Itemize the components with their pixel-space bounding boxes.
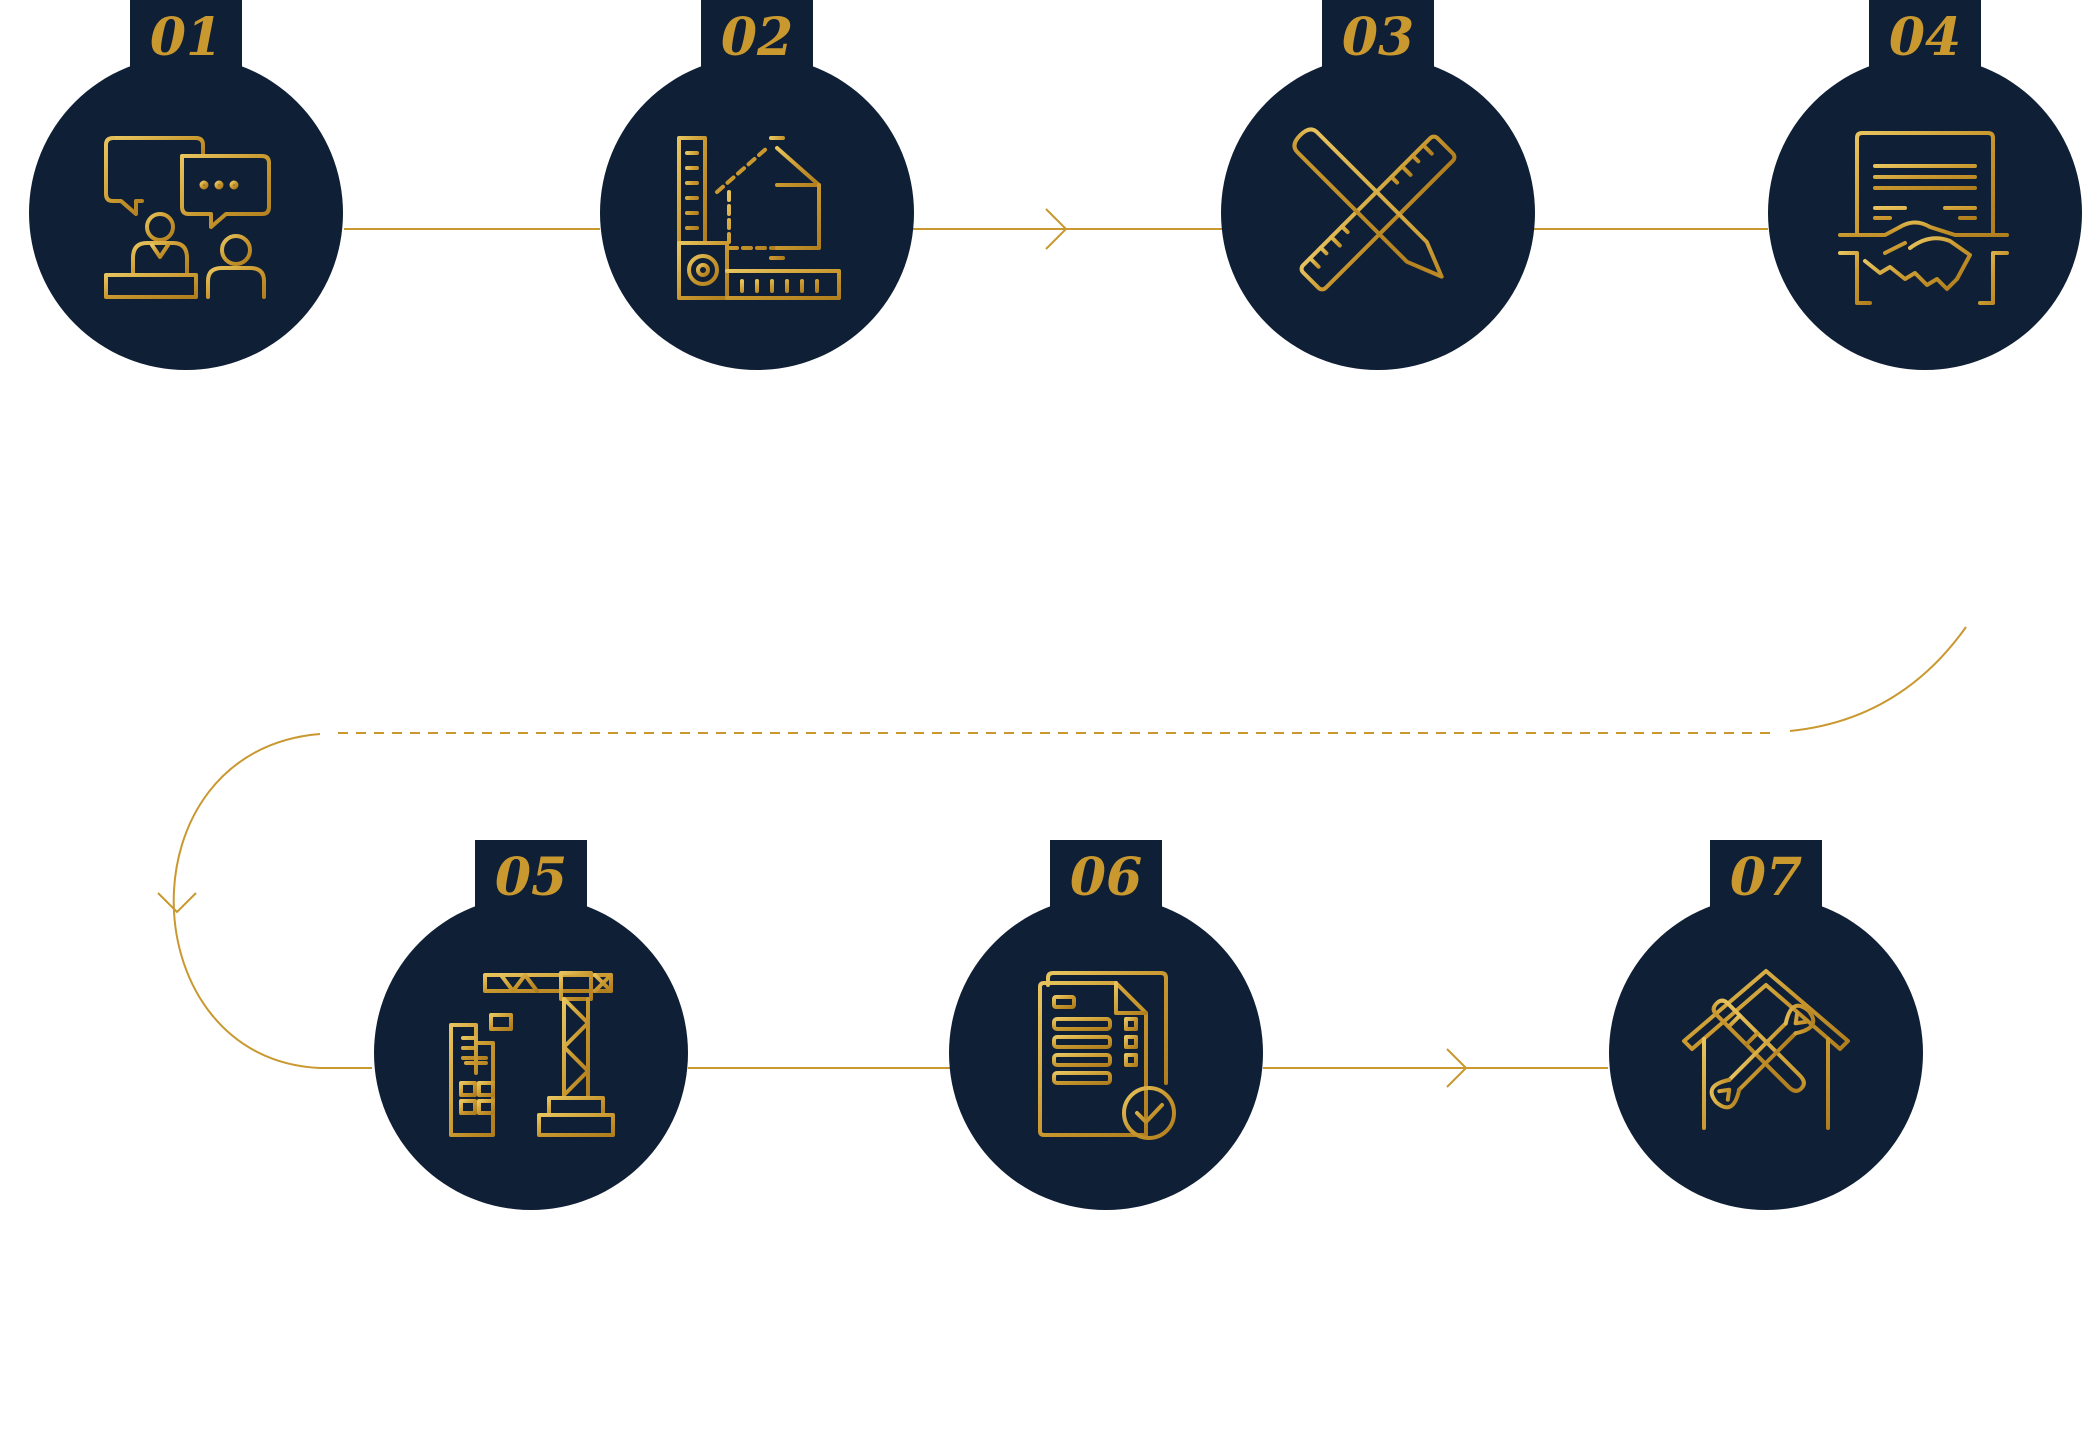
step-2: 02 <box>600 0 914 370</box>
return-curve-right <box>1789 626 1967 732</box>
step-number: 01 <box>150 7 222 68</box>
construction-crane-icon <box>449 971 615 1137</box>
arrow-right-icon <box>1045 208 1068 250</box>
step-circle <box>1768 56 2082 370</box>
step-3: 03 <box>1221 0 1535 370</box>
step-circle <box>374 896 688 1210</box>
pencil-ruler-icon <box>1292 127 1457 292</box>
step-number: 05 <box>495 847 567 908</box>
step-number: 02 <box>721 7 793 68</box>
step-circle <box>600 56 914 370</box>
checklist-document-icon <box>1038 971 1176 1140</box>
step-4: 04 <box>1768 0 2082 370</box>
step-circle <box>1609 896 1923 1210</box>
step-number: 07 <box>1730 847 1802 908</box>
step-7: 07 <box>1609 840 1923 1210</box>
step-number: 03 <box>1342 7 1414 68</box>
step-5: 05 <box>374 840 688 1210</box>
step-6: 06 <box>949 840 1263 1210</box>
step-number: 06 <box>1070 847 1142 908</box>
home-repair-tools-icon <box>1682 969 1850 1133</box>
return-path <box>157 626 1967 1069</box>
arrow-right-icon <box>1446 1048 1468 1088</box>
contract-handshake-icon <box>1838 131 2009 305</box>
step-number: 04 <box>1889 7 1961 68</box>
consultation-icon <box>104 136 272 299</box>
architectural-design-icon <box>677 136 841 300</box>
connectors-row-1 <box>344 208 1768 250</box>
return-curve-left <box>172 733 372 1069</box>
connectors-row-2 <box>688 1048 1608 1088</box>
step-1: 01 <box>29 0 343 370</box>
arrow-down-icon <box>157 892 197 914</box>
